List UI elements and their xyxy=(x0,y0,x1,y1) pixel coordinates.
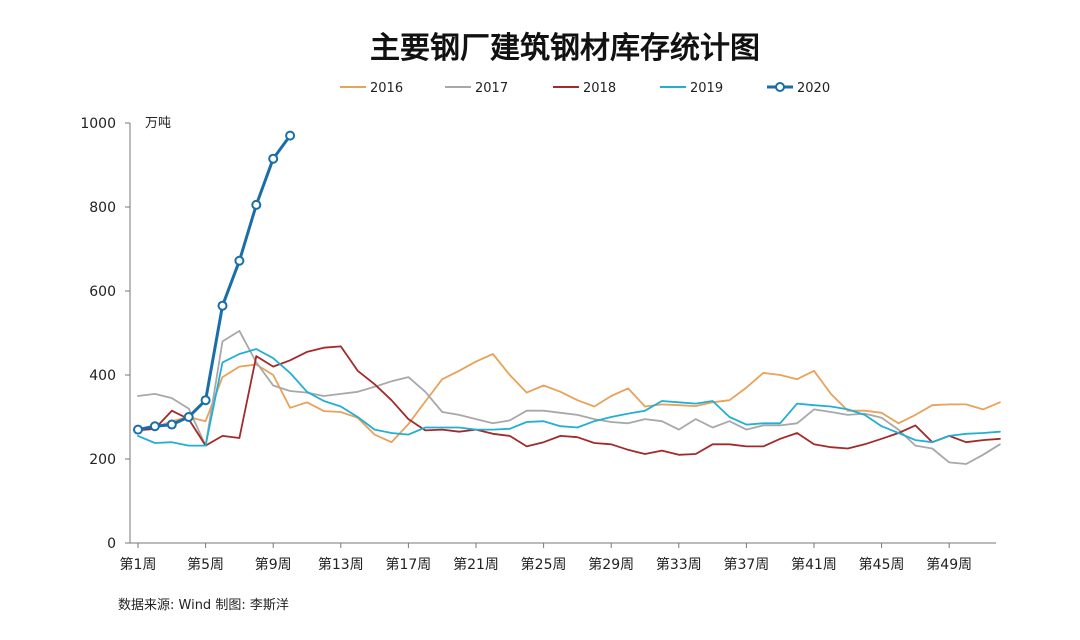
y-axis-unit: 万吨 xyxy=(145,116,171,131)
x-tick-label: 第25周 xyxy=(521,556,567,573)
x-tick-label: 第9周 xyxy=(255,556,292,573)
legend-label-2018: 2018 xyxy=(583,81,616,96)
series-group xyxy=(133,130,1001,465)
x-tick-label: 第5周 xyxy=(187,556,224,573)
data-point-2020 xyxy=(217,300,228,311)
x-tick-label: 第17周 xyxy=(385,556,431,573)
data-point-2020 xyxy=(285,130,296,141)
legend-label-2020: 2020 xyxy=(797,81,830,96)
series-line-2017 xyxy=(137,329,1001,465)
axes xyxy=(129,123,996,544)
x-tick-label: 第29周 xyxy=(588,556,634,573)
legend-label-2019: 2019 xyxy=(690,81,723,96)
series-line-2019 xyxy=(137,348,1001,447)
x-axis-ticks: 第1周 第5周 第9周 第13周 第17周 第21周 第25周 第29周 第33周 第37周 第41… xyxy=(120,543,972,573)
legend-marker-2020 xyxy=(775,82,785,92)
chart-title: 主要钢厂建筑钢材库存统计图 xyxy=(370,31,760,66)
legend-label-2017: 2017 xyxy=(475,81,508,96)
x-tick-label: 第13周 xyxy=(318,556,364,573)
data-point-2020 xyxy=(234,255,245,266)
series-line-2016 xyxy=(137,353,1001,444)
y-tick-label: 400 xyxy=(89,368,116,384)
source-note: 数据来源: Wind 制图: 李斯洋 xyxy=(118,598,289,613)
x-tick-label: 第49周 xyxy=(926,556,972,573)
y-tick-label: 200 xyxy=(89,452,116,468)
legend-label-2016: 2016 xyxy=(370,81,403,96)
x-tick-label: 第41周 xyxy=(791,556,837,573)
x-tick-label: 第1周 xyxy=(120,556,157,573)
y-tick-label: 1000 xyxy=(80,116,116,132)
x-tick-label: 第33周 xyxy=(656,556,702,573)
series-line-2018 xyxy=(137,345,1001,456)
y-tick-label: 600 xyxy=(89,284,116,300)
y-tick-label: 0 xyxy=(107,536,116,552)
x-tick-label: 第37周 xyxy=(723,556,769,573)
x-tick-label: 第21周 xyxy=(453,556,499,573)
data-point-2020 xyxy=(251,199,262,210)
x-tick-label: 第45周 xyxy=(859,556,905,573)
data-point-2020 xyxy=(200,395,211,406)
data-point-2020 xyxy=(149,421,160,432)
y-tick-label: 800 xyxy=(89,200,116,216)
legend: 2016 2017 2018 2019 2020 xyxy=(340,81,830,96)
series-line-2020 xyxy=(136,134,292,432)
y-axis-ticks: 0 200 400 600 800 1000 xyxy=(80,116,130,552)
data-point-2020 xyxy=(268,153,279,164)
data-point-2020 xyxy=(166,419,177,430)
data-point-2020 xyxy=(183,412,194,422)
data-point-2020 xyxy=(133,424,143,435)
